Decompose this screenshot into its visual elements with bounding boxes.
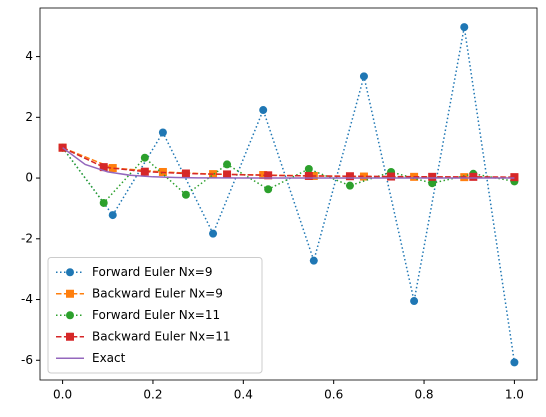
point [428,172,437,181]
legend-label: Forward Euler Nx=11 [92,308,220,322]
legend-marker [66,268,74,277]
point [259,171,268,180]
x-tick-label: 0.6 [324,388,343,402]
y-tick-label: 0 [25,171,33,185]
y-tick-label: -2 [21,231,33,245]
x-tick-label: 0.2 [143,388,162,402]
series-line [62,147,515,178]
legend-label: Backward Euler Nx=9 [92,286,223,300]
point [345,181,354,190]
point [158,128,167,137]
point [304,171,313,180]
legend-box [47,257,263,374]
point [510,358,519,367]
point [387,172,396,181]
point [304,164,313,173]
x-tick-label: 1.0 [505,388,524,402]
point [264,185,273,194]
point [345,172,354,181]
x-tick-label: 0.4 [234,388,253,402]
point [140,153,149,162]
point [510,173,519,182]
legend-label: Backward Euler Nx=11 [92,329,231,343]
legend: Forward Euler Nx=9 Backward Euler Nx=9 For… [47,257,263,374]
series-line [61,26,516,363]
point [181,190,190,199]
plot-frame [39,7,538,381]
point [309,256,318,265]
point [264,171,273,180]
point [410,297,419,306]
legend-marker [66,332,74,341]
legend-marker [66,289,74,298]
point [99,163,108,172]
point [460,23,469,32]
y-tick-label: 2 [25,110,33,124]
point [359,172,368,181]
legend-label: Forward Euler Nx=9 [92,265,213,279]
point [223,160,232,169]
point [359,72,368,81]
y-tick-label: -4 [21,292,33,306]
y-tick-label: 4 [25,49,33,63]
series-line [62,147,515,179]
point [108,164,117,173]
point [223,170,232,179]
point [99,198,108,207]
point [108,211,117,220]
point [469,172,478,181]
legend-label: Exact [92,351,126,365]
x-tick-label: 0.0 [53,388,72,402]
point [181,169,190,178]
point [209,229,218,238]
y-tick-label: -6 [21,353,33,367]
point [140,167,149,176]
x-tick-label: 0.8 [414,388,433,402]
point [259,106,268,115]
legend-marker [66,311,74,320]
point [428,179,437,188]
